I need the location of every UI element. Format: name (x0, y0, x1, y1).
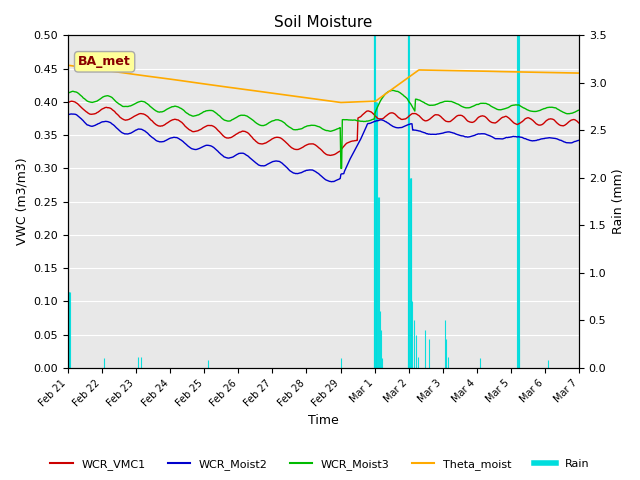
X-axis label: Time: Time (308, 414, 339, 427)
Y-axis label: VWC (m3/m3): VWC (m3/m3) (15, 158, 28, 245)
Y-axis label: Rain (mm): Rain (mm) (612, 169, 625, 234)
Legend: WCR_VMC1, WCR_Moist2, WCR_Moist3, Theta_moist, Rain: WCR_VMC1, WCR_Moist2, WCR_Moist3, Theta_… (46, 455, 594, 474)
Title: Soil Moisture: Soil Moisture (275, 15, 372, 30)
Text: BA_met: BA_met (78, 55, 131, 68)
